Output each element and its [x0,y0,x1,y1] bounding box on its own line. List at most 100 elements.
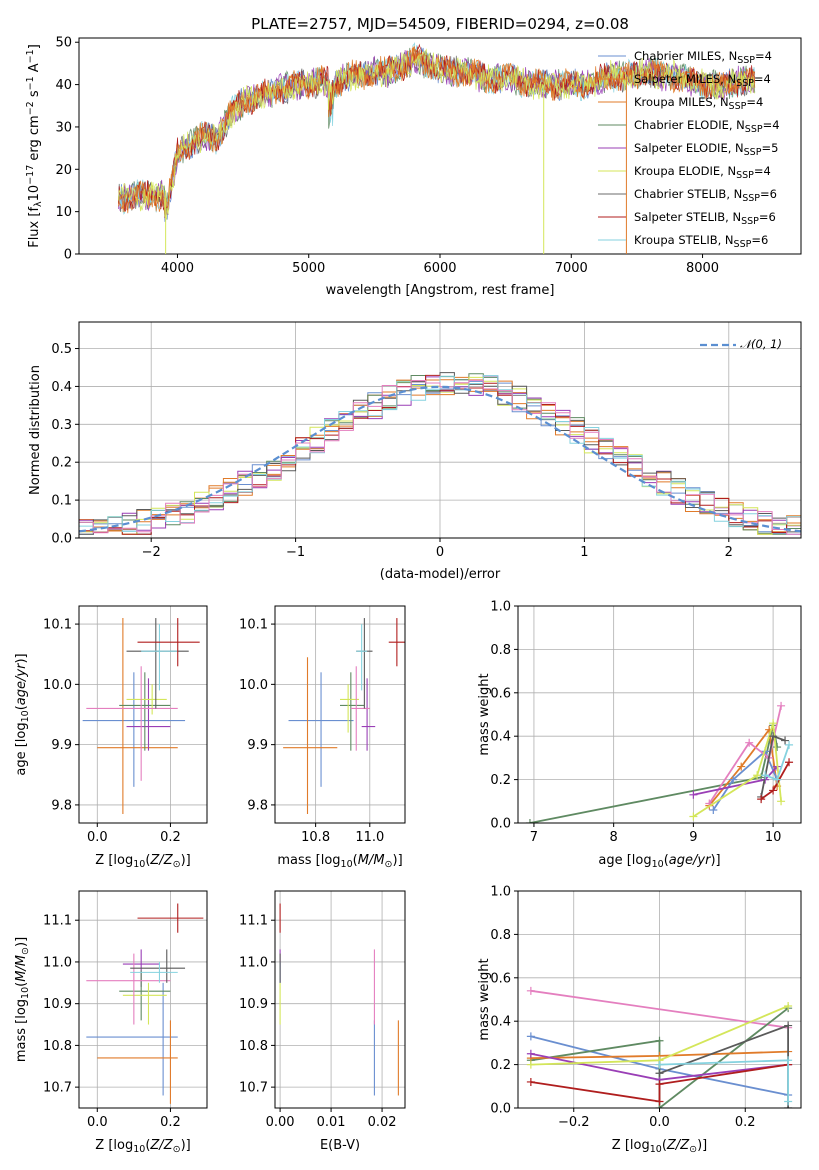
weight-vs-Z-marker [526,1060,535,1069]
spectrum-series-line [118,45,756,213]
weight-vs-age-marker [769,719,778,728]
weight-vs-Z-marker [655,1036,664,1045]
age-vs-mass-xtick-label: 10.8 [301,830,330,845]
spectrum-ytick-label: 50 [55,36,72,51]
age-vs-Z-frame [78,605,208,824]
residuals-ytick-label: 0.4 [51,380,72,395]
weight-vs-age-xlabel: age [log10(age/yr)] [598,853,720,870]
mass-vs-ebv-frame [274,890,406,1109]
residuals-legend-entry: 𝒩(0, 1) [740,337,782,351]
weight-vs-Z-marker [784,1002,793,1011]
residuals-ytick-label: 0.3 [51,418,72,433]
weight-vs-Z-ytick-label: 1.0 [490,885,511,900]
spectrum-ytick-label: 0 [64,248,72,263]
spectrum-series-line [118,43,756,218]
weight-vs-Z-ytick-label: 0.8 [490,928,511,943]
normal-curve [78,385,802,533]
residuals-ylabel: Normed distribution [28,365,43,495]
spectrum-legend-entry: Kroupa MILES, NSSP=4 [634,95,763,112]
weight-vs-age-xtick-label: 8 [610,830,618,845]
weight-vs-Z-ytick-label: 0.2 [490,1058,511,1073]
weight-vs-age-marker [757,795,766,804]
weight-vs-age-marker [785,740,794,749]
age-vs-mass-xtick-label: 11.0 [355,830,384,845]
weight-vs-Z-marker [655,1060,664,1069]
spectrum-legend-entry: Chabrier ELODIE, NSSP=4 [634,118,780,135]
spectrum-legend-entry: Salpeter ELODIE, NSSP=5 [634,141,778,158]
mass-vs-Z-ylabel: mass [log10(M/M⊙)] [14,937,31,1062]
mass-vs-ebv-xlabel: E(B-V) [320,1138,360,1153]
residuals-ytick-label: 0.1 [51,494,72,509]
weight-vs-Z-ylabel: mass weight [477,958,492,1040]
weight-vs-Z-marker [526,1077,535,1086]
mass-vs-Z-ytick-label: 11.0 [43,955,72,970]
spectrum-ylabel: Flux [fλ10−17 erg cm−2 s−1 A−1] [25,44,44,248]
age-vs-mass-ytick-label: 9.9 [247,738,268,753]
mass-vs-Z-ytick-label: 10.8 [43,1039,72,1054]
weight-vs-age-marker [777,797,786,806]
weight-vs-age-ytick-label: 1.0 [490,600,511,615]
residuals-ytick-label: 0.5 [51,342,72,357]
weight-vs-age-ytick-label: 0.2 [490,773,511,788]
weight-vs-age-series-line [692,722,782,818]
spectrum-legend-entry: Kroupa ELODIE, NSSP=4 [634,164,771,181]
weight-vs-Z-marker [784,1097,793,1106]
spectrum-legend-entry: Chabrier STELIB, NSSP=6 [634,187,777,204]
weight-vs-age-marker [729,775,738,784]
weight-vs-age-marker [689,790,698,799]
spectrum-legend-entry: Kroupa STELIB, NSSP=6 [634,233,768,250]
spectrum-xtick-label: 7000 [555,261,588,276]
spectrum-ytick-label: 40 [55,78,72,93]
spectrum-xtick-label: 4000 [161,261,194,276]
weight-vs-Z-xtick-label: 0.2 [735,1115,756,1130]
residuals-xtick-label: 2 [725,545,733,560]
weight-vs-age-marker [709,805,718,814]
mass-vs-Z-xtick-label: 0.2 [160,1115,181,1130]
mass-vs-ebv-ytick-label: 10.9 [239,997,268,1012]
weight-vs-Z-marker [655,1097,664,1106]
age-vs-Z-ytick-label: 9.8 [51,798,72,813]
weight-vs-Z-marker [655,1080,664,1089]
weight-vs-age-ytick-label: 0.8 [490,643,511,658]
spectrum-legend-entry: Salpeter STELIB, NSSP=6 [634,210,776,227]
spectrum-title: PLATE=2757, MJD=54509, FIBERID=0294, z=0… [251,15,629,33]
weight-vs-Z-marker [784,1021,793,1030]
weight-vs-age-series-line [708,705,782,804]
weight-vs-age-marker [773,775,782,784]
weight-vs-age-ytick-label: 0.0 [490,817,511,832]
mass-vs-ebv-xtick-label: 0.02 [368,1115,397,1130]
weight-vs-age-marker [525,819,534,823]
mass-vs-Z-frame [78,890,208,1109]
weight-vs-Z-xtick-label: 0.0 [649,1115,670,1130]
weight-vs-age-xtick-label: 9 [689,830,697,845]
residuals-xlabel: (data-model)/error [380,567,501,582]
spectrum-series-line [118,48,756,220]
weight-vs-age-frame [517,605,802,824]
age-vs-mass-xlabel: mass [log10(M/M⊙)] [277,853,402,870]
age-vs-mass-ytick-label: 10.1 [239,618,268,633]
residuals-xtick-label: 0 [436,545,444,560]
weight-vs-age-marker [769,732,778,741]
weight-vs-Z-series-line [530,1063,789,1103]
residuals-ytick-label: 0.2 [51,456,72,471]
spectrum-ytick-label: 30 [55,120,72,135]
mass-vs-Z-xlabel: Z [log10(Z/Z⊙)] [95,1138,190,1155]
weight-vs-Z-marker [526,1032,535,1041]
age-vs-Z-ytick-label: 10.1 [43,618,72,633]
age-vs-Z-xtick-label: 0.2 [160,830,181,845]
age-vs-mass-frame [274,605,406,824]
age-vs-Z-ytick-label: 10.0 [43,678,72,693]
mass-vs-Z-ytick-label: 11.1 [43,914,72,929]
weight-vs-age-marker [761,771,770,780]
weight-vs-Z-series-line [530,989,789,1029]
weight-vs-Z-ytick-label: 0.6 [490,971,511,986]
weight-vs-Z-xtick-label: −0.2 [558,1115,590,1130]
weight-vs-age-series-line [712,749,778,811]
mass-vs-Z-ytick-label: 10.9 [43,997,72,1012]
spectrum-ytick-label: 10 [55,205,72,220]
weight-vs-Z-marker [784,1056,793,1065]
spectrum-legend-entry: Salpeter MILES, NSSP=4 [634,72,771,89]
age-vs-Z-ytick-label: 9.9 [51,738,72,753]
weight-vs-age-marker [781,736,790,745]
